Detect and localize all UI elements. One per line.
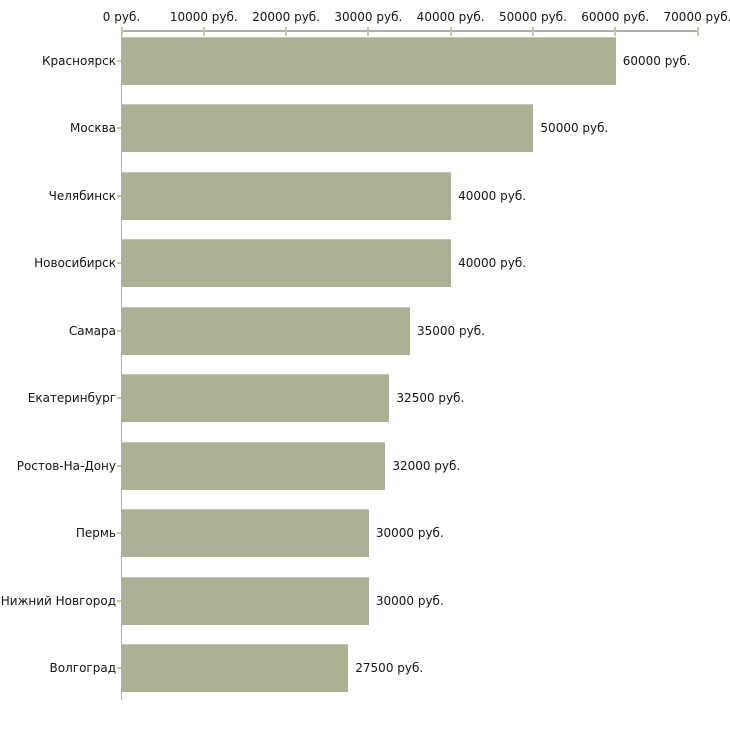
y-axis-line [121,30,122,700]
category-tick-mark [117,330,121,332]
bar [122,442,386,490]
x-axis-tick-label: 50000 руб. [498,10,567,24]
x-axis-tick-mark [614,27,617,36]
bar [122,37,616,85]
category-tick-mark [117,532,121,534]
category-label: Москва [70,121,116,135]
value-label: 32000 руб. [392,459,461,473]
category-label: Екатеринбург [27,391,116,405]
x-axis-tick-mark [696,27,699,36]
bar [122,577,369,625]
value-label: 50000 руб. [540,121,609,135]
value-label: 30000 руб. [375,594,444,608]
category-tick-mark [117,60,121,62]
value-label: 30000 руб. [375,526,444,540]
category-tick-mark [117,600,121,602]
category-label: Красноярск [42,54,116,68]
value-label: 32500 руб. [396,391,465,405]
value-label: 27500 руб. [355,661,424,675]
category-label: Самара [68,324,116,338]
value-label: 40000 руб. [458,256,527,270]
x-axis-tick-mark [531,27,534,36]
bar [122,307,410,355]
value-label: 40000 руб. [458,189,527,203]
category-label: Ростов-На-Дону [16,459,116,473]
x-axis-tick-mark [367,27,370,36]
category-label: Челябинск [48,189,116,203]
category-label: Нижний Новгород [0,594,116,608]
category-tick-mark [117,127,121,129]
category-tick-mark [117,667,121,669]
x-axis-tick-label: 0 руб. [102,10,141,24]
x-axis-tick-label: 10000 руб. [169,10,238,24]
category-label: Пермь [75,526,116,540]
bar [122,172,452,220]
x-axis-tick-label: 40000 руб. [416,10,485,24]
category-label: Новосибирск [34,256,116,270]
x-axis-tick-mark [449,27,452,36]
category-label: Волгоград [49,661,116,675]
x-axis-tick-label: 60000 руб. [581,10,650,24]
x-axis-tick-label: 30000 руб. [334,10,403,24]
value-label: 35000 руб. [417,324,485,338]
bar [122,644,349,692]
category-tick-mark [117,465,121,467]
category-tick-mark [117,195,121,197]
x-axis-tick-label: 70000 руб. [663,10,730,24]
category-tick-mark [117,262,121,264]
value-label: 60000 руб. [622,54,691,68]
bar [122,509,369,557]
x-axis-tick-mark [202,27,205,36]
x-axis-tick-mark [285,27,288,36]
x-axis-tick-mark [120,27,123,36]
bar [122,239,452,287]
x-axis-tick-label: 20000 руб. [252,10,321,24]
category-tick-mark [117,397,121,399]
x-axis-line [121,30,698,32]
bar [122,374,390,422]
bar [122,104,534,152]
